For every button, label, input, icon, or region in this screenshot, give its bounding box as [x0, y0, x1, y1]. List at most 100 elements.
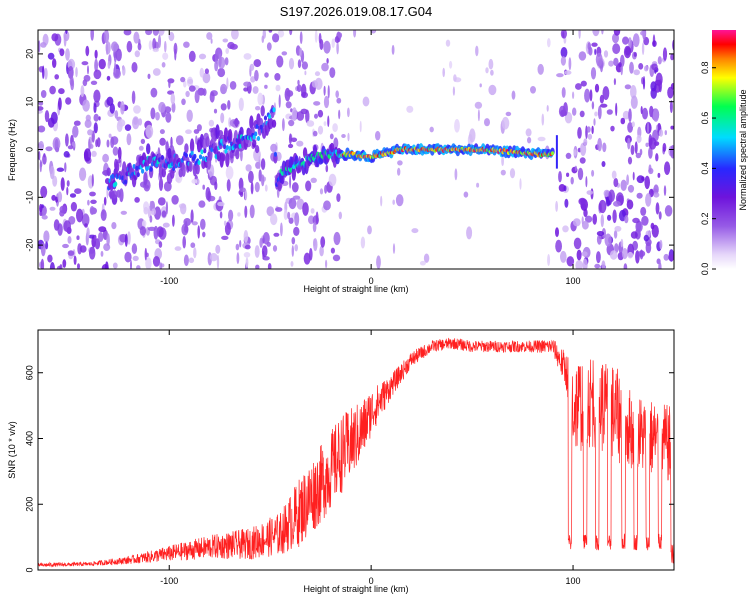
noise-blob: [210, 38, 213, 44]
noise-blob: [159, 262, 163, 269]
noise-blob: [630, 95, 638, 109]
noise-blob: [586, 126, 591, 133]
noise-blob: [248, 170, 254, 183]
noise-blob: [155, 111, 160, 121]
noise-blob: [112, 146, 119, 156]
noise-blob: [636, 192, 643, 199]
noise-blob: [372, 30, 376, 34]
ridge-halo: [252, 139, 257, 148]
noise-blob: [54, 138, 59, 151]
noise-blob: [663, 185, 667, 197]
noise-blob: [603, 189, 610, 198]
noise-blob: [564, 198, 569, 208]
noise-blob: [454, 168, 458, 181]
noise-blob: [601, 161, 606, 167]
noise-blob: [594, 48, 597, 56]
noise-blob: [333, 231, 341, 246]
noise-blob: [578, 30, 581, 39]
noise-blob: [406, 105, 414, 113]
noise-blob: [38, 151, 41, 161]
noise-blob: [445, 39, 451, 47]
noise-blob: [578, 51, 587, 61]
noise-blob: [640, 206, 647, 216]
noise-blob: [188, 85, 196, 92]
noise-blob: [79, 245, 87, 253]
noise-blob: [565, 152, 572, 159]
noise-blob: [583, 138, 588, 146]
noise-blob: [170, 93, 176, 105]
noise-blob: [250, 76, 256, 83]
noise-blob: [580, 142, 587, 156]
noise-blob: [292, 195, 301, 200]
noise-blob: [237, 212, 241, 217]
noise-blob: [485, 67, 489, 74]
noise-blob: [333, 137, 339, 149]
noise-blob: [572, 91, 575, 99]
noise-blob: [267, 263, 272, 269]
noise-blob: [320, 236, 326, 248]
noise-blob: [287, 211, 291, 220]
noise-blob: [111, 41, 119, 52]
noise-blob: [56, 167, 65, 172]
noise-blob: [618, 62, 622, 68]
noise-blob: [589, 89, 593, 102]
noise-blob: [145, 257, 152, 269]
noise-blob: [55, 196, 59, 203]
noise-blob: [40, 185, 48, 198]
noise-blob: [188, 50, 196, 63]
noise-blob: [67, 250, 75, 256]
ridge-halo: [228, 129, 233, 143]
noise-blob: [224, 222, 231, 236]
noise-blob: [314, 113, 318, 119]
noise-blob: [423, 253, 430, 263]
noise-blob: [243, 252, 251, 258]
noise-blob: [376, 255, 381, 269]
noise-blob: [222, 38, 229, 43]
noise-blob: [313, 238, 318, 252]
noise-blob: [655, 202, 660, 215]
noise-blob: [286, 90, 294, 97]
noise-blob: [262, 232, 270, 245]
ridge-core: [197, 160, 201, 166]
y-tick-label: 20: [24, 49, 34, 59]
spectrogram-y-ticks: -20 -10 0 10 20: [24, 49, 674, 252]
noise-blob: [397, 160, 403, 166]
noise-blob: [43, 230, 50, 243]
noise-blob: [65, 133, 69, 147]
noise-blob: [49, 165, 55, 180]
noise-blob: [607, 214, 612, 221]
noise-blob: [266, 42, 272, 51]
noise-blob: [252, 86, 259, 94]
noise-blob: [261, 174, 265, 187]
noise-blob: [266, 206, 275, 217]
noise-blob: [584, 88, 591, 103]
noise-blob: [490, 69, 494, 76]
noise-blob: [301, 83, 307, 98]
noise-blob: [602, 142, 607, 153]
noise-blob: [338, 211, 342, 220]
noise-blob: [294, 212, 300, 227]
noise-blob: [466, 226, 473, 240]
noise-blob: [670, 145, 674, 159]
noise-blob: [107, 60, 111, 69]
noise-blob: [591, 169, 595, 177]
noise-blob: [52, 175, 58, 187]
noise-blob: [501, 155, 504, 167]
noise-blob: [243, 230, 249, 243]
noise-blob: [527, 137, 532, 144]
noise-blob: [133, 31, 140, 44]
noise-blob: [58, 97, 62, 111]
noise-blob: [670, 53, 674, 61]
noise-blob: [208, 119, 215, 127]
noise-blob: [301, 61, 308, 70]
noise-blob: [161, 62, 166, 68]
noise-blob: [590, 67, 597, 80]
noise-blob: [308, 215, 315, 225]
noise-blob: [168, 79, 171, 89]
noise-blob: [165, 201, 168, 215]
noise-blob: [638, 63, 644, 70]
ridge-core: [160, 155, 164, 160]
noise-blob: [570, 176, 574, 185]
noise-blob: [305, 180, 312, 192]
ridge-core: [136, 172, 140, 178]
